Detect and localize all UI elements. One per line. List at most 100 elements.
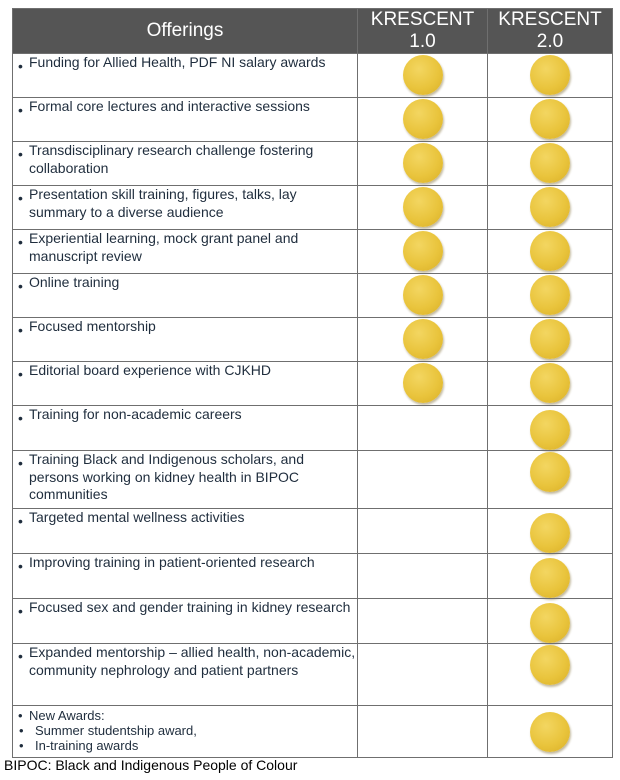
offering-text: Expanded mentorship – allied health, non… bbox=[29, 644, 356, 678]
bullet-icon: • bbox=[18, 366, 23, 382]
offering-cell: • Funding for Allied Health, PDF NI salar… bbox=[12, 53, 358, 98]
table-row: • Experiential learning, mock grant panel… bbox=[12, 229, 613, 274]
offering-cell: • Focused mentorship bbox=[12, 317, 358, 362]
krescent-2-check-dot-icon bbox=[530, 712, 570, 752]
krescent-2-cell bbox=[487, 705, 613, 758]
table-row: • Presentation skill training, figures, t… bbox=[12, 185, 613, 230]
offering-text: Training for non-academic careers bbox=[29, 406, 242, 422]
table-row: • Expanded mentorship – allied health, no… bbox=[12, 643, 613, 706]
offering-text: Transdisciplinary research challenge fos… bbox=[29, 142, 314, 176]
krescent-1-check-dot-icon bbox=[402, 99, 443, 139]
bullet-icon: • bbox=[18, 102, 23, 118]
table-row: • Funding for Allied Health, PDF NI salar… bbox=[12, 53, 613, 98]
krescent-1-check-dot-icon bbox=[402, 319, 443, 359]
krescent-2-cell bbox=[487, 643, 613, 706]
header-krescent-1-version: 1.0 bbox=[409, 31, 436, 52]
krescent-1-cell bbox=[357, 141, 488, 186]
krescent-2-check-dot-icon bbox=[530, 187, 570, 227]
offering-cell: • Improving training in patient-oriented … bbox=[12, 553, 358, 599]
krescent-2-cell bbox=[487, 317, 613, 362]
krescent-2-cell bbox=[487, 553, 613, 599]
table-row: • Transdisciplinary research challenge fo… bbox=[12, 141, 613, 186]
krescent-1-check-dot-icon bbox=[402, 187, 443, 227]
krescent-1-cell bbox=[357, 229, 488, 274]
krescent-1-cell bbox=[357, 361, 488, 406]
krescent-1-cell bbox=[357, 273, 488, 318]
table-row-awards: • New Awards: • Summer studentship award, • I… bbox=[12, 705, 613, 758]
bullet-icon: • bbox=[19, 723, 24, 738]
krescent-2-check-dot-icon bbox=[530, 99, 570, 139]
krescent-2-check-dot-icon bbox=[530, 231, 570, 271]
krescent-1-cell bbox=[357, 53, 488, 98]
offering-text: Presentation skill training, figures, ta… bbox=[29, 186, 297, 220]
krescent-2-cell bbox=[487, 450, 613, 509]
header-row: Offerings KRESCENT 1.0 KRESCENT 2.0 bbox=[12, 8, 613, 54]
offering-text: Training Black and Indigenous scholars, … bbox=[29, 451, 304, 502]
offering-cell: • Editorial board experience with CJKHD bbox=[12, 361, 358, 406]
award-item-text: Summer studentship award, bbox=[35, 723, 197, 738]
bullet-icon: • bbox=[18, 648, 23, 664]
table-row: • Formal core lectures and interactive se… bbox=[12, 97, 613, 142]
header-krescent-1-name: KRESCENT bbox=[370, 9, 475, 30]
bullet-icon: • bbox=[18, 146, 23, 162]
award-item-text: In-training awards bbox=[35, 738, 139, 753]
offering-cell: • Formal core lectures and interactive se… bbox=[12, 97, 358, 142]
bullet-icon: • bbox=[18, 708, 23, 723]
krescent-2-check-dot-icon bbox=[530, 275, 570, 315]
offering-cell: • Experiential learning, mock grant panel… bbox=[12, 229, 358, 274]
krescent-1-cell bbox=[357, 508, 488, 554]
offering-text: Online training bbox=[29, 274, 120, 290]
krescent-2-cell bbox=[487, 598, 613, 644]
offering-cell: • Online training bbox=[12, 273, 358, 318]
krescent-1-cell bbox=[357, 643, 488, 706]
award-item: • In-training awards bbox=[13, 738, 357, 753]
awards-title: New Awards: bbox=[29, 708, 105, 723]
krescent-1-check-dot-icon bbox=[402, 363, 443, 403]
header-offerings: Offerings bbox=[12, 8, 358, 54]
table-row: • Training Black and Indigenous scholars,… bbox=[12, 450, 613, 509]
krescent-2-cell bbox=[487, 53, 613, 98]
offering-cell: • Training Black and Indigenous scholars,… bbox=[12, 450, 358, 509]
krescent-1-check-dot-icon bbox=[402, 55, 443, 95]
krescent-2-cell bbox=[487, 508, 613, 554]
table-row: • Targeted mental wellness activities bbox=[12, 508, 613, 554]
offering-text: Focused mentorship bbox=[29, 318, 156, 334]
offering-cell: • Expanded mentorship – allied health, no… bbox=[12, 643, 358, 706]
krescent-2-check-dot-icon bbox=[530, 143, 570, 183]
krescent-1-check-dot-icon bbox=[402, 143, 443, 183]
header-krescent-1: KRESCENT 1.0 bbox=[357, 8, 488, 54]
header-krescent-2-version: 2.0 bbox=[536, 31, 564, 52]
krescent-1-cell bbox=[357, 405, 488, 451]
offering-cell: • Training for non-academic careers bbox=[12, 405, 358, 451]
offering-text: Funding for Allied Health, PDF NI salary… bbox=[29, 54, 326, 70]
krescent-2-cell bbox=[487, 361, 613, 406]
bullet-icon: • bbox=[18, 410, 23, 426]
krescent-2-check-dot-icon bbox=[530, 513, 570, 553]
offering-cell: • Targeted mental wellness activities bbox=[12, 508, 358, 554]
offering-text: Targeted mental wellness activities bbox=[29, 509, 245, 525]
krescent-1-cell bbox=[357, 705, 488, 758]
table-row: • Online training bbox=[12, 273, 613, 318]
bullet-icon: • bbox=[18, 58, 23, 74]
krescent-2-cell bbox=[487, 405, 613, 451]
table-row: • Training for non-academic careers bbox=[12, 405, 613, 451]
krescent-2-check-dot-icon bbox=[530, 55, 570, 95]
krescent-2-cell bbox=[487, 229, 613, 274]
bullet-icon: • bbox=[18, 234, 23, 250]
krescent-2-check-dot-icon bbox=[530, 603, 570, 643]
krescent-1-check-dot-icon bbox=[402, 231, 443, 271]
offering-text: Focused sex and gender training in kidne… bbox=[29, 599, 351, 615]
table-row: • Editorial board experience with CJKHD bbox=[12, 361, 613, 406]
table-row: • Improving training in patient-oriented … bbox=[12, 553, 613, 599]
bullet-icon: • bbox=[19, 738, 24, 753]
bullet-icon: • bbox=[18, 455, 23, 471]
bullet-icon: • bbox=[18, 190, 23, 206]
krescent-1-cell bbox=[357, 450, 488, 509]
table-row: • Focused mentorship bbox=[12, 317, 613, 362]
krescent-2-check-dot-icon bbox=[530, 645, 570, 685]
header-krescent-2-name: KRESCENT bbox=[498, 9, 602, 30]
bullet-icon: • bbox=[18, 603, 23, 619]
krescent-1-cell bbox=[357, 97, 488, 142]
bullet-icon: • bbox=[18, 513, 23, 529]
krescent-1-cell bbox=[357, 317, 488, 362]
